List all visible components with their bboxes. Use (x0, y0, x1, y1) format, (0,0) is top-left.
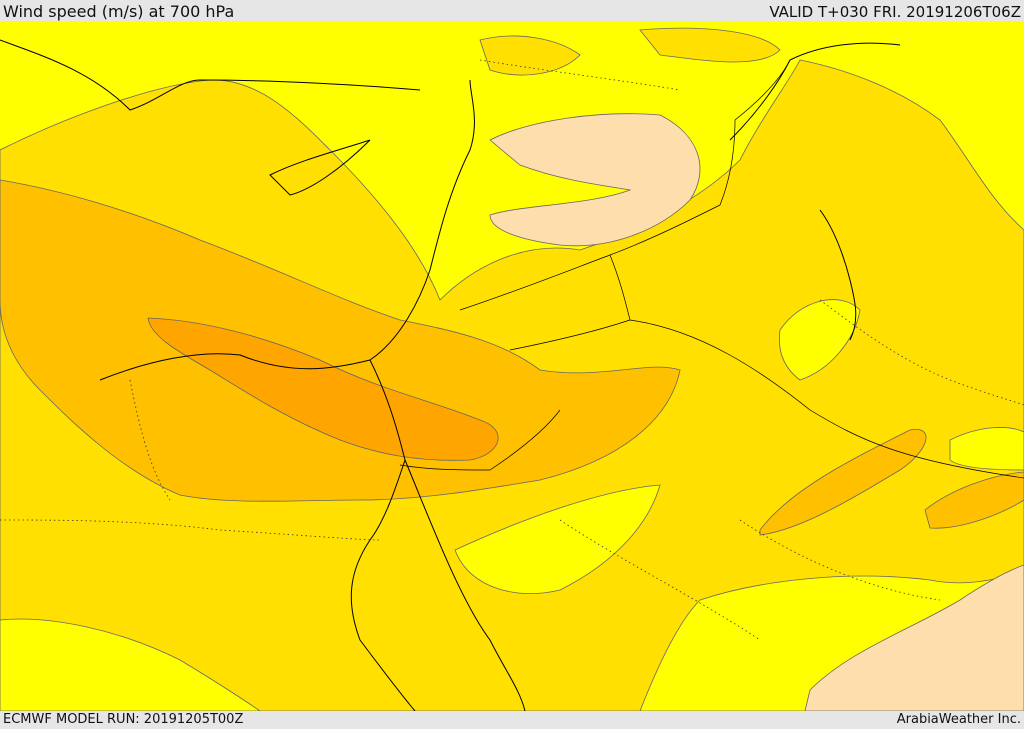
band-level-3-east (759, 428, 927, 536)
credit-label: ArabiaWeather Inc. (896, 712, 1021, 727)
political-borders (399, 59, 1024, 479)
map-title: Wind speed (m/s) at 700 hPa (3, 2, 235, 21)
band-level-4 (147, 317, 499, 461)
band-level-1-south (454, 484, 661, 594)
header-bar: Wind speed (m/s) at 700 hPa VALID T+030 … (0, 0, 1024, 21)
wind-map (0, 21, 1024, 711)
model-run-label: ECMWF MODEL RUN: 20191205T00Z (3, 712, 244, 727)
valid-time: VALID T+030 FRI. 20191206T06Z (769, 3, 1021, 21)
band-level-1-southwest (0, 618, 261, 711)
coastlines (0, 39, 901, 711)
band-level-2-northeast (639, 27, 781, 63)
band-level-1-east (779, 299, 861, 381)
dotted-borders (0, 59, 1024, 641)
band-level-5-se (804, 564, 1024, 711)
band-level-1-gulf (949, 427, 1024, 471)
footer-bar: ECMWF MODEL RUN: 20191205T00Z ArabiaWeat… (0, 711, 1024, 729)
band-level-3-far-east (924, 471, 1024, 529)
band-level-5 (489, 113, 701, 247)
band-level-3 (0, 179, 681, 502)
band-level-2-north (479, 35, 581, 76)
